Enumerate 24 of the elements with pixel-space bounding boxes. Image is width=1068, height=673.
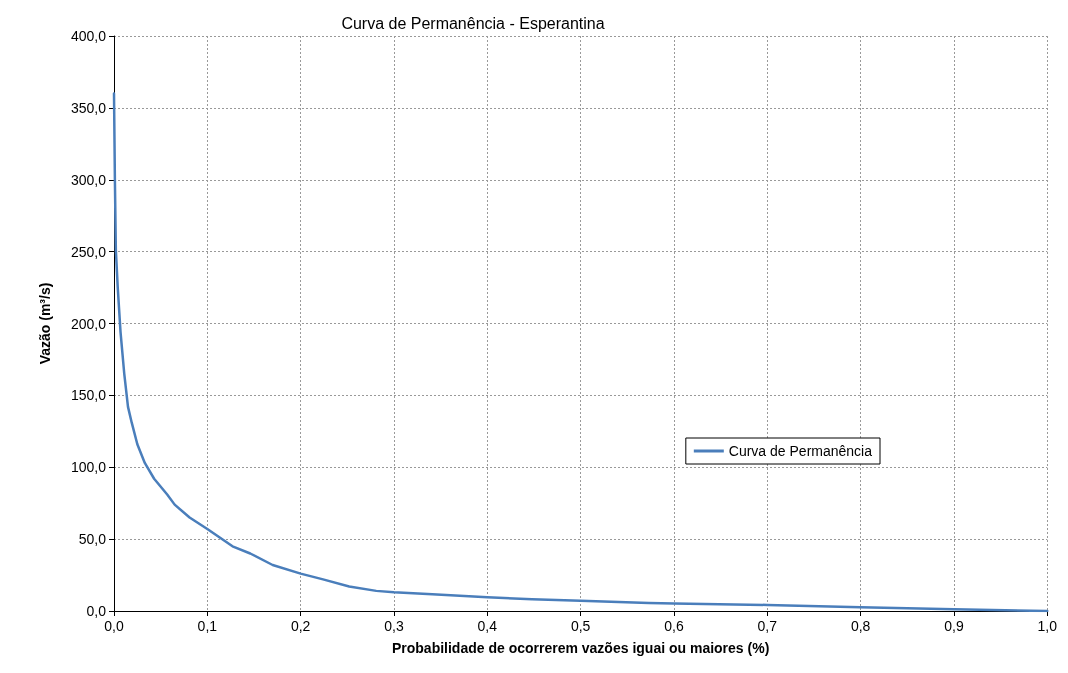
x-tick-label: 0,2 xyxy=(290,618,311,634)
x-axis-title: Probabilidade de ocorrerem vazões iguai ou maiores (%) xyxy=(391,640,770,656)
x-tick-label: 0,4 xyxy=(477,618,498,634)
x-tick-label: 0,7 xyxy=(757,618,778,634)
y-tick-label: 0,0 xyxy=(86,603,107,619)
x-tick-label: 0,8 xyxy=(850,618,871,634)
y-axis-title: Vazão (m³/s) xyxy=(37,282,53,365)
y-tick-label: 300,0 xyxy=(70,171,107,188)
x-tick-label: 0,3 xyxy=(384,618,404,634)
chart-title: Curva de Permanência - Esperantina xyxy=(341,14,605,32)
y-tick-label: 250,0 xyxy=(70,243,107,260)
x-tick-label: 0,9 xyxy=(944,618,964,634)
legend-label: Curva de Permanência xyxy=(728,443,873,459)
x-tick-label: 0,0 xyxy=(104,618,124,634)
x-tick-label: 0,1 xyxy=(197,618,218,634)
y-tick-label: 400,0 xyxy=(70,28,107,44)
y-tick-label: 100,0 xyxy=(70,459,107,476)
y-tick-label: 50,0 xyxy=(78,531,107,548)
y-tick-label: 150,0 xyxy=(70,387,107,404)
x-tick-label: 0,5 xyxy=(570,618,591,634)
x-tick-label: 1,0 xyxy=(1037,618,1058,634)
x-tick-label: 0,6 xyxy=(664,618,684,634)
y-tick-label: 350,0 xyxy=(70,99,107,116)
y-tick-label: 200,0 xyxy=(70,315,107,332)
